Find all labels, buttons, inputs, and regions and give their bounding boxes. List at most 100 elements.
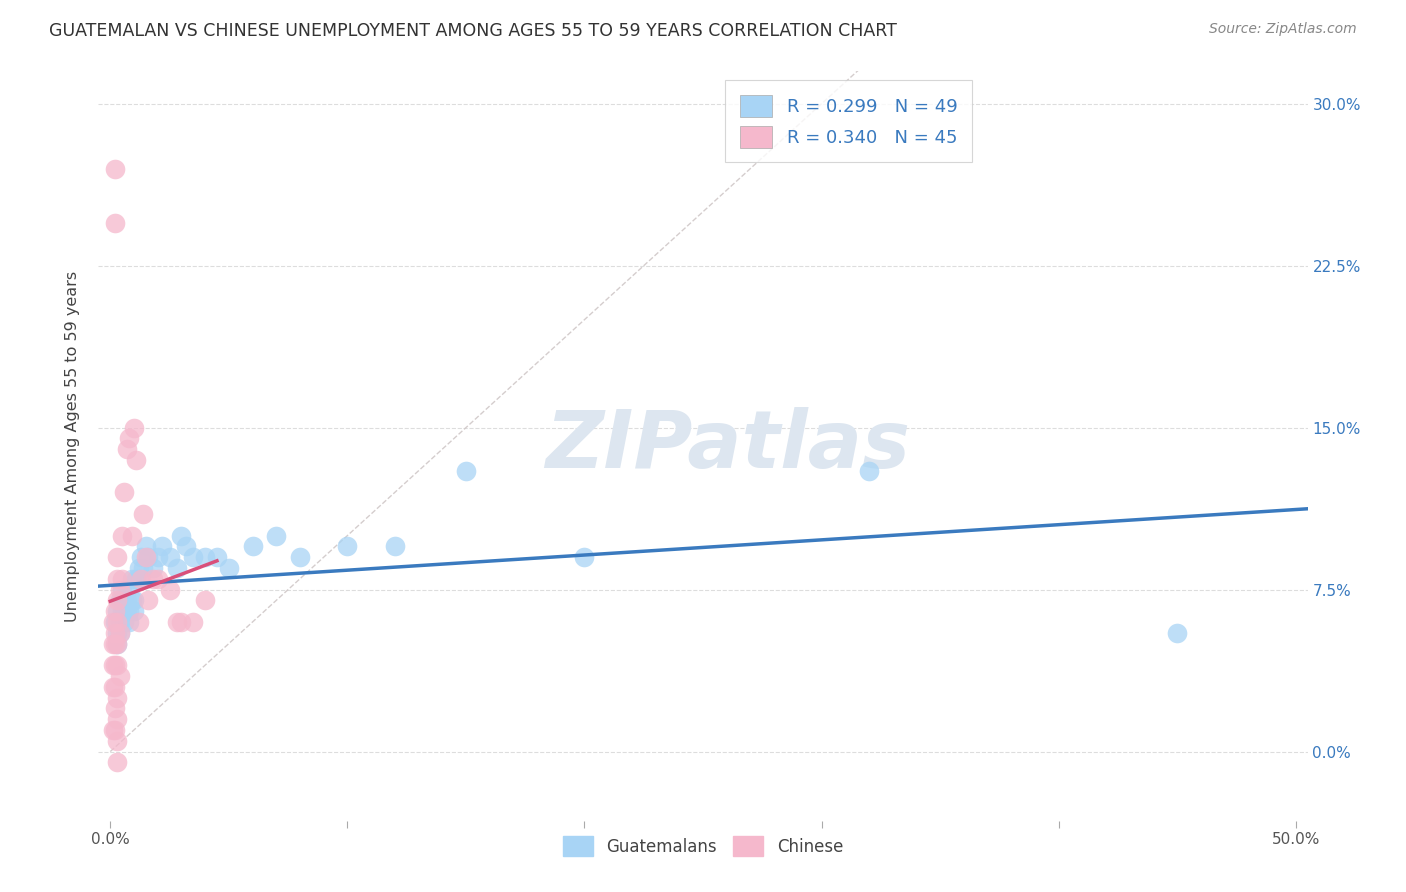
Point — [218, 561, 240, 575]
Point — [105, 658, 128, 673]
Point — [128, 561, 150, 575]
Point — [152, 540, 174, 554]
Point — [194, 593, 217, 607]
Point — [104, 723, 127, 737]
Point — [104, 604, 127, 618]
Point — [288, 550, 311, 565]
Point — [105, 593, 128, 607]
Point — [125, 572, 148, 586]
Point — [105, 572, 128, 586]
Point — [105, 690, 128, 705]
Point — [111, 604, 134, 618]
Point — [101, 636, 124, 650]
Point — [194, 550, 217, 565]
Point — [108, 582, 131, 597]
Point — [105, 636, 128, 650]
Point — [122, 420, 145, 434]
Point — [205, 550, 228, 565]
Point — [104, 215, 127, 229]
Point — [128, 572, 150, 586]
Point — [146, 550, 169, 565]
Point — [108, 625, 131, 640]
Point — [115, 604, 138, 618]
Point — [336, 540, 359, 554]
Point — [101, 615, 124, 629]
Point — [118, 432, 141, 446]
Point — [108, 615, 131, 629]
Point — [114, 615, 136, 629]
Point — [129, 550, 152, 565]
Point — [104, 161, 127, 176]
Point — [104, 658, 127, 673]
Point — [1166, 625, 1188, 640]
Point — [128, 615, 150, 629]
Point — [166, 561, 188, 575]
Point — [242, 540, 264, 554]
Point — [858, 464, 880, 478]
Point — [384, 540, 406, 554]
Point — [135, 550, 157, 565]
Point — [121, 593, 143, 607]
Point — [108, 593, 131, 607]
Text: ZIPatlas: ZIPatlas — [544, 407, 910, 485]
Point — [108, 625, 131, 640]
Point — [104, 636, 127, 650]
Point — [105, 604, 128, 618]
Point — [146, 572, 169, 586]
Point — [105, 625, 128, 640]
Point — [129, 572, 152, 586]
Point — [125, 453, 148, 467]
Legend: Guatemalans, Chinese: Guatemalans, Chinese — [554, 828, 852, 864]
Point — [101, 658, 124, 673]
Text: GUATEMALAN VS CHINESE UNEMPLOYMENT AMONG AGES 55 TO 59 YEARS CORRELATION CHART: GUATEMALAN VS CHINESE UNEMPLOYMENT AMONG… — [49, 22, 897, 40]
Point — [104, 701, 127, 715]
Point — [121, 572, 143, 586]
Point — [108, 669, 131, 683]
Point — [111, 582, 134, 597]
Point — [142, 561, 165, 575]
Point — [136, 550, 159, 565]
Point — [114, 593, 136, 607]
Point — [111, 572, 134, 586]
Point — [105, 550, 128, 565]
Point — [105, 756, 128, 770]
Text: Source: ZipAtlas.com: Source: ZipAtlas.com — [1209, 22, 1357, 37]
Point — [142, 572, 165, 586]
Y-axis label: Unemployment Among Ages 55 to 59 years: Unemployment Among Ages 55 to 59 years — [65, 270, 80, 622]
Point — [122, 593, 145, 607]
Point — [104, 615, 127, 629]
Point — [111, 593, 134, 607]
Point — [159, 550, 181, 565]
Point — [115, 442, 138, 457]
Point — [118, 615, 141, 629]
Point — [101, 723, 124, 737]
Point — [132, 507, 155, 521]
Point — [264, 528, 287, 542]
Point — [105, 636, 128, 650]
Point — [121, 528, 143, 542]
Point — [170, 615, 193, 629]
Point — [114, 604, 136, 618]
Point — [170, 528, 193, 542]
Point — [115, 582, 138, 597]
Point — [174, 540, 197, 554]
Point — [181, 615, 204, 629]
Point — [132, 561, 155, 575]
Point — [104, 625, 127, 640]
Point — [114, 485, 136, 500]
Point — [105, 615, 128, 629]
Point — [105, 733, 128, 747]
Point — [122, 604, 145, 618]
Point — [115, 593, 138, 607]
Point — [101, 680, 124, 694]
Point — [166, 615, 188, 629]
Point — [118, 604, 141, 618]
Point — [111, 528, 134, 542]
Point — [105, 712, 128, 726]
Point — [454, 464, 477, 478]
Point — [574, 550, 596, 565]
Point — [135, 540, 157, 554]
Point — [136, 593, 159, 607]
Point — [104, 680, 127, 694]
Point — [181, 550, 204, 565]
